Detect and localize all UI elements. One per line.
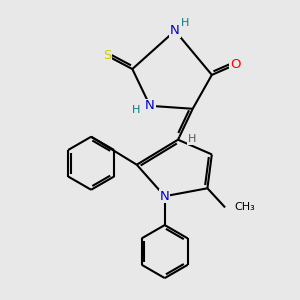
Text: CH₃: CH₃ — [235, 202, 255, 212]
Text: H: H — [188, 134, 196, 144]
Text: N: N — [170, 24, 180, 37]
Text: H: H — [181, 18, 190, 28]
Text: H: H — [132, 105, 140, 115]
Text: S: S — [103, 49, 112, 62]
Text: O: O — [230, 58, 241, 71]
Text: N: N — [160, 190, 169, 203]
Text: N: N — [145, 99, 155, 112]
